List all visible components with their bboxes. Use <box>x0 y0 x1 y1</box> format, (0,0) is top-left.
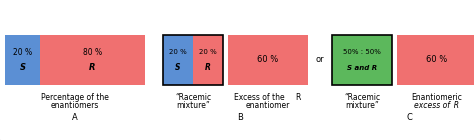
Text: enantiomers: enantiomers <box>51 101 99 110</box>
Bar <box>193 35 223 85</box>
Text: Enantiomeric: Enantiomeric <box>411 93 463 102</box>
Text: B: B <box>237 113 244 122</box>
Text: mixture”: mixture” <box>345 101 379 110</box>
Text: or: or <box>316 55 325 65</box>
Bar <box>397 35 474 85</box>
Text: R: R <box>89 63 96 72</box>
Text: S: S <box>19 63 26 72</box>
Text: 80 %: 80 % <box>83 48 102 57</box>
Bar <box>332 35 392 85</box>
Text: 50% : 50%: 50% : 50% <box>343 50 381 55</box>
Bar <box>40 35 145 85</box>
Text: C: C <box>407 113 412 122</box>
Text: R: R <box>205 63 211 72</box>
Text: “Racemic: “Racemic <box>344 93 380 102</box>
Bar <box>332 35 392 85</box>
Text: 60 %: 60 % <box>427 55 447 65</box>
Text: 20 %: 20 % <box>199 50 217 55</box>
Bar <box>163 35 193 85</box>
Text: 20 %: 20 % <box>169 50 187 55</box>
Text: A: A <box>72 113 78 122</box>
Text: excess of  R: excess of R <box>414 101 459 110</box>
Text: 20 %: 20 % <box>13 48 32 57</box>
Text: “Racemic: “Racemic <box>175 93 211 102</box>
Text: 60 %: 60 % <box>257 55 279 65</box>
Text: S and R: S and R <box>347 65 377 71</box>
Text: S: S <box>175 63 181 72</box>
Bar <box>228 35 308 85</box>
Text: enantiomer: enantiomer <box>246 101 290 110</box>
Text: Excess of the       R: Excess of the R <box>234 93 301 102</box>
Bar <box>5 35 40 85</box>
Text: mixture”: mixture” <box>176 101 210 110</box>
Text: Percentage of the: Percentage of the <box>41 93 109 102</box>
Bar <box>163 35 223 85</box>
